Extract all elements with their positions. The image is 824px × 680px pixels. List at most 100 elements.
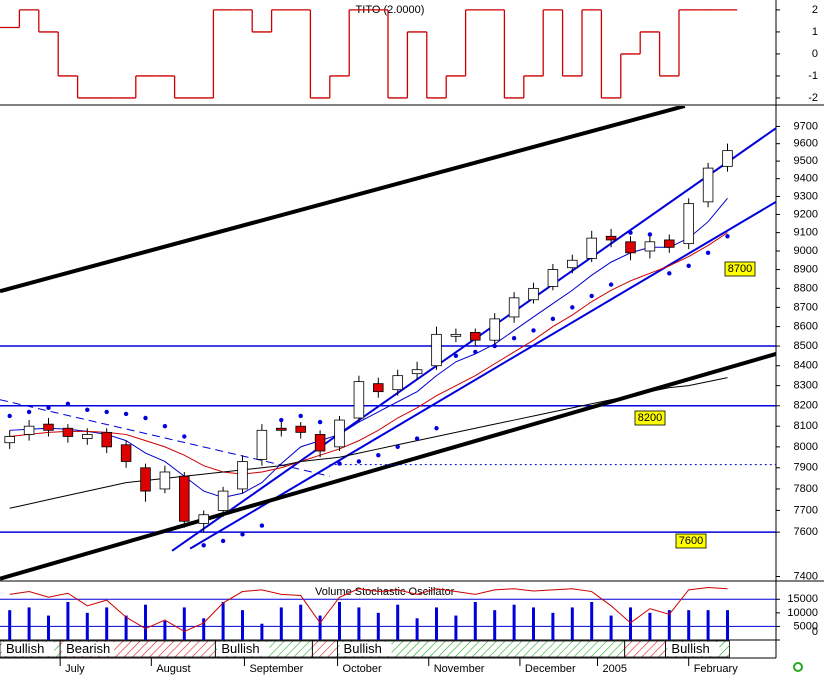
x-tick-label: February <box>694 663 739 675</box>
sar-dot <box>7 413 12 419</box>
candle-body <box>489 318 500 341</box>
sar-dot <box>104 409 109 415</box>
sar-dot <box>279 417 284 423</box>
status-icon[interactable] <box>793 662 803 672</box>
moving-average <box>9 232 728 475</box>
sar-dot <box>434 426 439 431</box>
candle-body <box>431 333 442 367</box>
regime-band <box>624 640 666 658</box>
candle-body <box>159 471 171 490</box>
sar-dot <box>667 271 672 276</box>
sar-dot <box>376 452 381 458</box>
volume-bar <box>163 621 167 640</box>
candle-body <box>586 237 597 259</box>
candle-body <box>644 241 656 252</box>
volume-bar <box>532 607 535 640</box>
sar-dot <box>511 336 517 341</box>
candle-body <box>101 431 112 448</box>
volume-bar <box>338 602 341 640</box>
volume-bar <box>47 615 50 640</box>
price-label: 8700 <box>728 263 752 275</box>
sar-dot <box>123 411 129 417</box>
y-tick-label: 10000 <box>787 607 818 619</box>
y-tick-label: 5000 <box>794 620 818 632</box>
candle-body <box>411 369 423 375</box>
sar-dot <box>240 532 245 537</box>
regime-label-bg <box>339 642 392 656</box>
price-label-box <box>634 410 666 426</box>
candle-body <box>664 239 675 248</box>
y-tick-label: 9100 <box>794 227 818 239</box>
regime-label-bg <box>62 642 115 656</box>
trend-line <box>0 106 686 294</box>
volume-bar <box>590 602 594 640</box>
x-tick-label: September <box>249 663 303 675</box>
y-tick-label: 8800 <box>794 282 818 294</box>
y-tick-label: -1 <box>808 70 818 82</box>
regime-label-bg <box>217 642 270 656</box>
sar-dot <box>337 461 342 466</box>
candle-body <box>470 332 481 341</box>
y-tick-label: 7700 <box>794 504 818 516</box>
trend-line <box>0 399 330 477</box>
y-tick-label: -2 <box>808 92 818 104</box>
sar-dot <box>550 316 556 322</box>
sar-dot <box>143 415 148 421</box>
candle-body <box>237 461 248 490</box>
volume-bar <box>279 607 283 640</box>
indicator-title: TITO (2.0000) <box>356 4 425 16</box>
axes: 2 1 0 -1 -2 9700 9600 9500 9400 9300 9200 9100 9000 8… <box>59 4 818 675</box>
candle-body <box>373 383 384 393</box>
volume-bar <box>357 607 361 640</box>
candle-body <box>702 167 714 203</box>
candle-body <box>198 514 209 524</box>
y-tick-label: 8500 <box>794 340 818 352</box>
sar-dot <box>220 538 226 544</box>
volume-bar <box>648 612 652 640</box>
sar-dot <box>589 293 594 299</box>
regime-label: Bullish <box>671 641 709 656</box>
candle-body <box>295 425 306 433</box>
y-tick-label: 8400 <box>794 360 818 372</box>
volume-bar <box>124 615 128 640</box>
candle-body <box>276 427 287 431</box>
candle-body <box>508 297 520 318</box>
sar-dot <box>26 409 32 415</box>
y-tick-label: 8700 <box>794 301 818 313</box>
sar-dot <box>85 407 90 413</box>
indicator-panel <box>0 9 738 99</box>
regime-band <box>311 640 338 658</box>
y-tick-label: 9200 <box>794 208 818 220</box>
y-tick-label: 15000 <box>787 593 818 605</box>
x-tick-label: November <box>434 663 485 675</box>
candle-body <box>179 475 190 522</box>
volume-bar <box>241 610 244 640</box>
trend-line <box>189 200 776 550</box>
y-tick-label: 1 <box>812 26 818 38</box>
sar-dot <box>298 413 303 419</box>
candle-body <box>140 467 151 492</box>
sar-dot <box>628 230 633 235</box>
y-tick-label: 7800 <box>794 483 818 495</box>
volume-bar <box>376 612 380 640</box>
volume-bar <box>493 610 497 640</box>
regime-label-bg <box>667 642 720 656</box>
sar-dot <box>453 353 459 359</box>
regime-label: Bullish <box>344 641 382 656</box>
volume-bar <box>318 615 322 640</box>
volume-bar <box>435 607 438 640</box>
candle-body <box>605 235 617 241</box>
oscillator-title: Volume Stochastic Oscillator <box>315 586 455 598</box>
volume-bar <box>512 604 516 640</box>
regime-label: Bullish <box>221 641 259 656</box>
price-label-box <box>675 533 707 549</box>
regime-label-bg <box>2 642 54 656</box>
y-tick-label: 8300 <box>794 380 818 392</box>
candle-body <box>353 381 365 419</box>
trend-line <box>0 351 776 581</box>
sar-dot <box>201 543 206 548</box>
volume-bar <box>570 607 574 640</box>
volume-bar <box>667 610 671 640</box>
candle-body <box>334 419 345 448</box>
